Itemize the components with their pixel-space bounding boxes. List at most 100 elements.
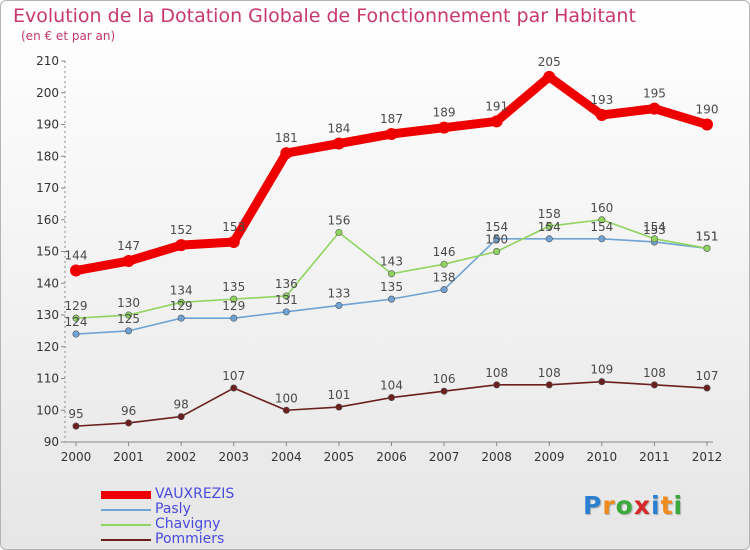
data-label: 131 xyxy=(275,293,298,307)
x-tick-label: 2005 xyxy=(324,450,355,464)
data-label: 160 xyxy=(590,201,613,215)
data-point xyxy=(493,381,501,389)
logo-letter: P xyxy=(583,491,603,520)
data-point xyxy=(72,314,80,322)
data-label: 143 xyxy=(380,255,403,269)
data-label: 154 xyxy=(485,220,508,234)
y-tick-label: 90 xyxy=(44,435,59,449)
data-point xyxy=(440,260,448,268)
data-label: 130 xyxy=(117,296,140,310)
data-point xyxy=(177,413,185,421)
chart-title: Evolution de la Dotation Globale de Fonc… xyxy=(13,5,636,27)
data-label: 108 xyxy=(538,366,561,380)
data-point xyxy=(282,308,290,316)
x-tick-label: 2007 xyxy=(429,450,460,464)
data-point xyxy=(493,248,501,256)
data-point xyxy=(72,330,80,338)
data-point xyxy=(72,422,80,430)
data-label: 101 xyxy=(327,388,350,402)
chart-subtitle: (en € et par an) xyxy=(21,29,116,43)
data-point xyxy=(335,403,343,411)
data-point xyxy=(282,292,290,300)
data-label: 181 xyxy=(275,131,298,145)
y-tick-label: 160 xyxy=(36,213,59,227)
data-label: 108 xyxy=(485,366,508,380)
proxiti-logo: Proxiti xyxy=(583,491,683,520)
data-label: 138 xyxy=(433,271,456,285)
data-point xyxy=(387,394,395,402)
y-tick-label: 200 xyxy=(36,86,59,100)
data-label: 98 xyxy=(174,398,189,412)
data-point xyxy=(230,295,238,303)
data-label: 144 xyxy=(65,249,88,263)
x-tick-label: 2011 xyxy=(639,450,670,464)
logo-letter: r xyxy=(602,491,616,520)
data-label: 154 xyxy=(538,220,561,234)
data-label: 133 xyxy=(327,286,350,300)
x-tick-label: 2003 xyxy=(218,450,249,464)
data-label: 156 xyxy=(327,213,350,227)
data-point xyxy=(650,381,658,389)
y-tick-label: 100 xyxy=(36,403,59,417)
x-tick-label: 2009 xyxy=(534,450,565,464)
x-tick-label: 2010 xyxy=(587,450,618,464)
data-label: 151 xyxy=(696,229,719,243)
data-point xyxy=(543,70,556,83)
data-point xyxy=(282,406,290,414)
data-label: 135 xyxy=(380,280,403,294)
data-label: 129 xyxy=(170,299,193,313)
legend-swatch xyxy=(101,523,151,526)
legend-item: Pasly xyxy=(101,502,234,517)
data-point xyxy=(703,384,711,392)
data-label: 190 xyxy=(696,103,719,117)
data-label: 134 xyxy=(170,283,193,297)
data-label: 125 xyxy=(117,312,140,326)
data-label: 129 xyxy=(65,299,88,313)
data-point xyxy=(177,298,185,306)
data-point xyxy=(650,235,658,243)
data-label: 96 xyxy=(121,404,136,418)
data-point xyxy=(387,270,395,278)
data-label: 187 xyxy=(380,112,403,126)
data-point xyxy=(230,384,238,392)
data-point xyxy=(177,314,185,322)
y-tick-label: 190 xyxy=(36,118,59,132)
data-point xyxy=(335,301,343,309)
data-point xyxy=(70,264,82,277)
data-label: 107 xyxy=(696,369,719,383)
legend-item: Pommiers xyxy=(101,532,234,547)
data-point xyxy=(438,121,451,134)
data-point xyxy=(175,239,188,252)
data-label: 152 xyxy=(170,223,193,237)
y-tick-label: 140 xyxy=(36,276,59,290)
data-label: 184 xyxy=(327,122,350,136)
x-tick-label: 2002 xyxy=(166,450,197,464)
data-point xyxy=(598,378,606,386)
data-point xyxy=(280,147,293,160)
legend-swatch xyxy=(101,538,151,541)
data-point xyxy=(387,295,395,303)
data-point xyxy=(125,311,133,319)
data-point xyxy=(701,118,713,131)
data-label: 154 xyxy=(643,220,666,234)
logo-letter: t xyxy=(660,491,674,520)
data-point xyxy=(335,228,343,236)
data-point xyxy=(545,381,553,389)
data-label: 205 xyxy=(538,55,561,69)
data-label: 136 xyxy=(275,277,298,291)
legend-item: VAUXREZIS xyxy=(101,487,234,502)
x-tick-label: 2004 xyxy=(271,450,302,464)
data-label: 153 xyxy=(643,223,666,237)
data-point xyxy=(545,222,553,230)
data-label: 158 xyxy=(538,207,561,221)
data-point xyxy=(440,387,448,395)
data-point xyxy=(440,286,448,294)
y-tick-label: 130 xyxy=(36,308,59,322)
data-point xyxy=(125,419,133,427)
y-tick-label: 170 xyxy=(36,181,59,195)
y-tick-label: 180 xyxy=(36,149,59,163)
legend-label: VAUXREZIS xyxy=(155,486,235,502)
data-point xyxy=(125,327,133,335)
